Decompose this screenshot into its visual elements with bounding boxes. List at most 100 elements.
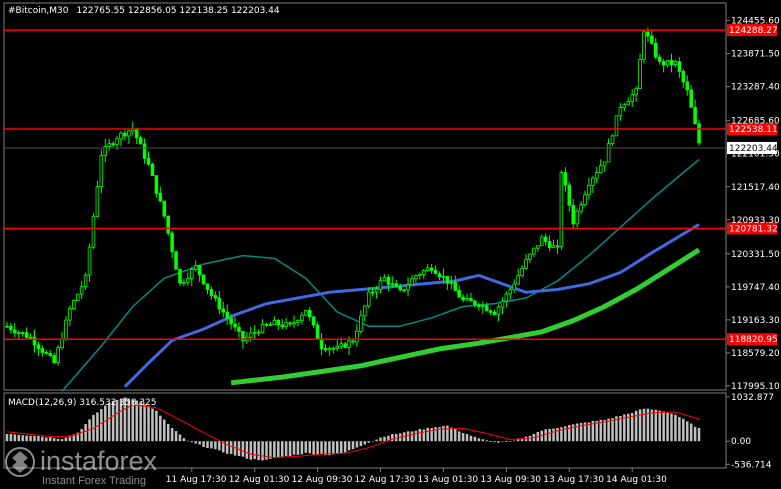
candle [598,159,603,174]
candle [300,312,304,325]
candle [559,170,564,250]
candle [229,314,233,330]
macd-histogram-bar [473,436,477,442]
candle [449,275,454,290]
candle [304,310,308,316]
level-label: 120781.32 [729,224,778,234]
candle [99,149,104,194]
macd-histogram-bar [288,441,292,457]
candle [614,115,619,137]
macd-histogram-bar [241,441,245,457]
macd-histogram-bar [115,399,119,442]
macd-histogram-bar [446,425,449,442]
macd-histogram-bar [489,441,492,443]
candle [233,316,237,332]
macd-histogram-bar [229,441,233,454]
candle [477,302,481,311]
macd-histogram-bar [442,426,445,442]
level-label: 118820.95 [729,335,778,345]
macd-histogram-bar [324,441,327,456]
candle [327,346,332,356]
candle [311,316,316,329]
macd-histogram-bar [505,441,508,443]
macd-histogram-bar [493,441,496,443]
macd-histogram-bar [406,431,410,442]
macd-histogram-bar [465,434,469,442]
candle [547,235,552,251]
candle [602,161,607,172]
price-tick-label: 123287.40 [731,83,780,93]
macd-histogram-bar [100,409,103,442]
candle [75,293,80,301]
macd-histogram-bar [13,434,17,442]
macd-tick-label: 0.00 [731,437,751,447]
macd-signal-line [6,404,700,459]
level-tag [727,123,777,136]
candle [508,287,513,301]
macd-histogram-bar [257,441,260,461]
macd-histogram-bar [560,427,563,442]
macd-histogram-bar [45,437,48,442]
candle [355,324,359,347]
macd-histogram-bar [689,423,693,442]
macd-histogram-bar [461,433,465,442]
macd-histogram-bar [693,426,697,442]
macd-histogram-bar [552,428,555,442]
candle [563,167,568,192]
macd-histogram-bar [512,440,516,442]
moving-average-line [230,247,701,386]
candle [9,322,13,334]
candle [575,208,579,229]
macd-histogram-bar [269,441,272,459]
candle [512,279,516,294]
macd-histogram-bar [387,435,390,442]
macd-histogram-bar [343,441,347,453]
candle [32,329,37,353]
macd-histogram-bar [135,400,138,442]
candle [374,286,379,299]
candle [363,304,367,322]
candle [433,265,438,275]
macd-histogram-bar [607,418,610,442]
time-tick-label: 12 Aug 17:30 [355,475,416,485]
macd-histogram-bar [414,430,418,442]
candle [669,53,674,73]
level-tag [727,222,777,235]
macd-histogram-bar [265,441,268,460]
macd-histogram-bar [17,434,21,442]
candle [480,301,485,315]
macd-histogram-bar [304,441,308,453]
candle [618,103,623,121]
macd-histogram-bar [155,410,158,442]
candle [182,278,186,287]
macd-histogram-bar [37,436,40,442]
candle [524,253,528,270]
macd-histogram-bar [430,428,433,442]
macd-histogram-bar [186,440,190,442]
macd-histogram-bar [249,441,253,460]
macd-axis: 1032.877 0.00 -536.714 [726,393,774,470]
horizontal-levels: 124288.27 122538.11 120781.32 118820.95 [4,24,778,346]
candle [595,166,599,184]
macd-histogram-bar [72,434,76,442]
candle [83,272,88,291]
macd-histogram-bar [638,409,642,442]
candle [685,75,690,96]
macd-histogram-bar [634,410,638,442]
price-tick-label: 119747.40 [731,283,780,293]
macd-histogram-bar [670,413,673,442]
macd-histogram-bar [147,406,150,442]
macd-histogram-bar [422,429,426,442]
candle [343,342,347,349]
candle [571,198,575,229]
time-tick-label: 13 Aug 17:30 [543,475,604,485]
candle [142,138,147,164]
candle [95,180,100,218]
candle [205,283,210,295]
macd-histogram-bar [509,441,512,442]
candle [64,316,68,341]
candle [496,304,501,322]
candle [386,274,391,292]
